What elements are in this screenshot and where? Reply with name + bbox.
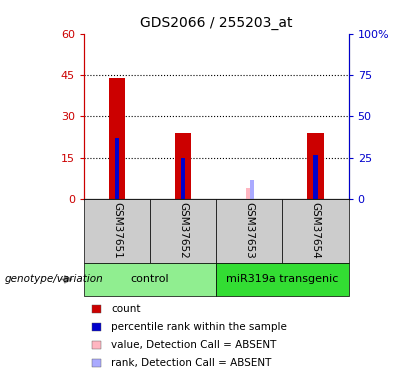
Bar [84,262,216,296]
Text: value, Detection Call = ABSENT: value, Detection Call = ABSENT [111,340,277,350]
Bar [216,199,283,262]
Bar [313,155,318,199]
Bar [250,180,255,199]
Text: GSM37653: GSM37653 [244,202,255,259]
Bar [175,133,192,199]
Bar [84,199,150,262]
Text: GSM37652: GSM37652 [178,202,188,259]
Bar [115,138,119,199]
Bar [150,199,216,262]
Bar [282,199,349,262]
Title: GDS2066 / 255203_at: GDS2066 / 255203_at [140,16,293,30]
Text: rank, Detection Call = ABSENT: rank, Detection Call = ABSENT [111,358,272,368]
Bar [216,262,349,296]
Text: genotype/variation: genotype/variation [4,274,103,284]
Text: count: count [111,304,141,314]
Bar [307,133,324,199]
Bar [181,158,185,199]
Bar [247,188,252,199]
Bar [109,78,125,199]
Text: GSM37651: GSM37651 [112,202,122,259]
Text: miR319a transgenic: miR319a transgenic [226,274,339,284]
Text: percentile rank within the sample: percentile rank within the sample [111,322,287,332]
Text: GSM37654: GSM37654 [310,202,320,259]
Text: control: control [131,274,169,284]
